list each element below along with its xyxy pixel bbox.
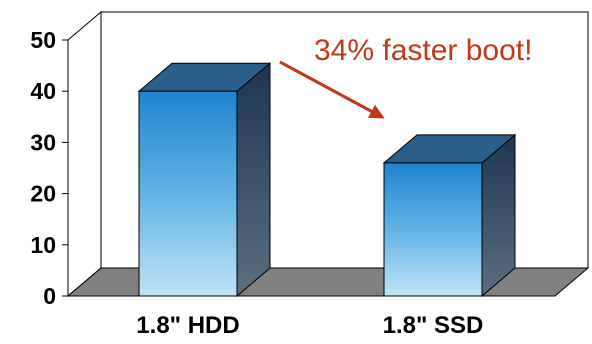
category-labels: 1.8" HDD 1.8" SSD xyxy=(136,312,483,339)
y-tick-label: 10 xyxy=(30,232,56,258)
y-tick-label: 0 xyxy=(43,283,56,309)
bars xyxy=(137,62,517,298)
bar xyxy=(382,133,517,298)
annotation-text: 34% faster boot! xyxy=(314,34,532,67)
bar-side-face xyxy=(236,62,271,298)
bar-front-face xyxy=(138,90,238,297)
side-wall xyxy=(67,10,102,298)
category-label: 1.8" HDD xyxy=(136,312,239,339)
annotation-arrow xyxy=(279,60,385,119)
category-label: 1.8" SSD xyxy=(383,312,484,339)
bar-front-face xyxy=(383,162,483,297)
y-tick-label: 20 xyxy=(30,181,56,207)
y-tick-label: 50 xyxy=(30,27,56,53)
y-tick-label: 40 xyxy=(30,78,56,104)
y-axis-ticks: 0 10 20 30 40 50 xyxy=(30,27,68,309)
y-tick-label: 30 xyxy=(30,129,56,155)
bar xyxy=(137,62,272,298)
